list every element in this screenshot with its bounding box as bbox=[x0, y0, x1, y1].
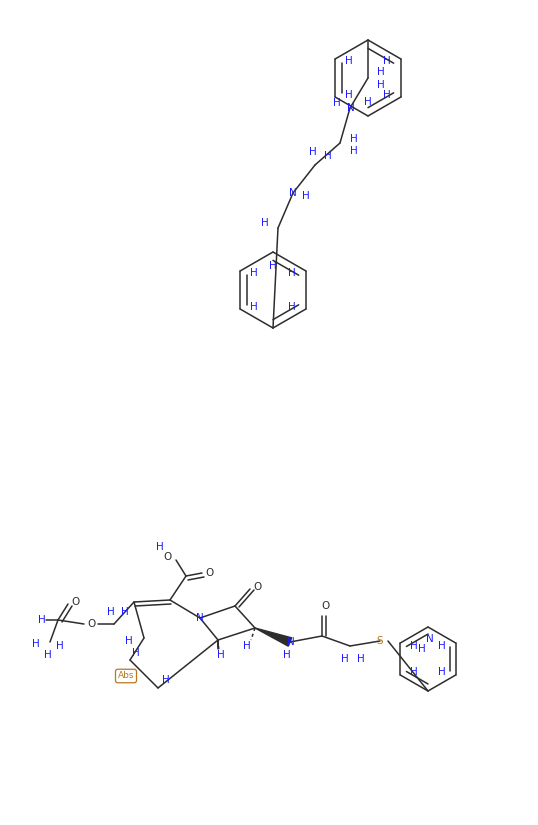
Text: H: H bbox=[217, 650, 225, 660]
Text: N: N bbox=[347, 103, 355, 113]
Text: H: H bbox=[438, 641, 445, 651]
Text: H: H bbox=[288, 302, 296, 312]
Text: H: H bbox=[302, 191, 310, 201]
Text: H: H bbox=[333, 98, 341, 108]
Text: H: H bbox=[377, 80, 385, 90]
Polygon shape bbox=[255, 628, 292, 646]
Text: H: H bbox=[410, 667, 418, 677]
Text: H: H bbox=[288, 268, 296, 278]
Text: H: H bbox=[383, 90, 391, 100]
Text: H: H bbox=[132, 648, 140, 658]
Text: H: H bbox=[121, 607, 129, 617]
Text: H: H bbox=[364, 97, 372, 107]
Text: H: H bbox=[377, 67, 385, 77]
Text: H: H bbox=[44, 650, 52, 660]
Text: O: O bbox=[254, 582, 262, 592]
Text: H: H bbox=[250, 302, 258, 312]
Text: H: H bbox=[156, 542, 164, 552]
Text: O: O bbox=[164, 552, 172, 562]
Text: H: H bbox=[345, 90, 353, 100]
Text: O: O bbox=[206, 568, 214, 578]
Text: Abs: Abs bbox=[118, 672, 134, 681]
Text: N: N bbox=[289, 188, 297, 198]
Text: H: H bbox=[56, 641, 64, 651]
Text: H: H bbox=[125, 636, 133, 646]
Text: O: O bbox=[72, 597, 80, 607]
Text: H: H bbox=[350, 146, 358, 156]
Text: H: H bbox=[383, 56, 391, 66]
Text: H: H bbox=[418, 644, 426, 654]
Text: H: H bbox=[261, 218, 269, 228]
Text: H: H bbox=[324, 151, 332, 161]
Text: H: H bbox=[107, 607, 115, 617]
Text: H: H bbox=[350, 134, 358, 144]
Text: O: O bbox=[321, 601, 329, 611]
Text: H: H bbox=[243, 641, 251, 651]
Text: O: O bbox=[88, 619, 96, 629]
Text: N: N bbox=[196, 613, 204, 623]
Text: N: N bbox=[287, 637, 295, 647]
Text: H: H bbox=[283, 650, 291, 660]
Text: H: H bbox=[341, 654, 349, 664]
Text: H: H bbox=[250, 268, 258, 278]
Text: H: H bbox=[410, 641, 418, 651]
Text: H: H bbox=[32, 639, 40, 649]
Text: H: H bbox=[357, 654, 365, 664]
Text: H: H bbox=[162, 675, 170, 685]
Text: N: N bbox=[426, 634, 434, 644]
Text: H: H bbox=[438, 667, 445, 677]
Text: H: H bbox=[309, 147, 317, 157]
Text: H: H bbox=[38, 615, 46, 625]
Text: S: S bbox=[377, 636, 383, 646]
Text: H: H bbox=[269, 261, 277, 271]
Text: H: H bbox=[345, 56, 353, 66]
